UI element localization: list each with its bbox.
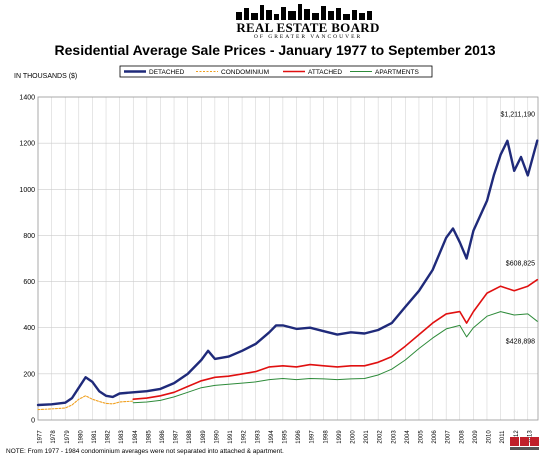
x-tick-label: 2010	[487, 430, 493, 444]
legend-label-condominium: CONDOMINIUM	[221, 69, 269, 76]
x-tick-label: 2012	[514, 430, 520, 444]
legend-label-detached: DETACHED	[149, 69, 185, 76]
series-line-detached	[36, 139, 539, 407]
x-tick-label: 1990	[214, 430, 220, 444]
x-tick-label: 2005	[419, 430, 425, 444]
footnote: NOTE: From 1977 - 1984 condominium avera…	[6, 448, 284, 455]
end-value-label: $608,825	[506, 261, 535, 268]
legend-frame	[119, 65, 433, 78]
chart-title: Residential Average Sale Prices - Januar…	[54, 42, 496, 58]
x-tick-label: 2007	[446, 430, 452, 444]
series-group	[36, 139, 539, 411]
x-tick-label: 2002	[378, 430, 384, 444]
board-logo	[236, 4, 372, 20]
axes: 0 200 400 600 800 1000 1200 1400 1977 1978 1979 198…	[19, 95, 539, 444]
y-tick-label: 600	[23, 279, 35, 286]
x-tick-label: 1992	[242, 430, 248, 444]
logo-subtitle: OF GREATER VANCOUVER	[253, 34, 363, 40]
y-axis-units-label: IN THOUSANDS ($)	[14, 73, 78, 80]
x-tick-label: 1996	[296, 430, 302, 444]
plot-frame	[37, 96, 539, 421]
x-tick-label: 2001	[364, 430, 370, 444]
series-line-attached	[132, 278, 539, 401]
x-tick-label: 1987	[174, 430, 180, 444]
x-tick-label: 2008	[459, 430, 465, 444]
x-tick-label: 1980	[78, 430, 84, 444]
annotations: $1,211,190 $608,825 $428,898	[500, 112, 535, 346]
logo-name: REAL ESTATE BOARD	[236, 20, 380, 35]
y-tick-label: 1400	[19, 95, 35, 102]
x-tick-label: 1984	[133, 430, 139, 444]
x-tick-label: 1983	[119, 430, 125, 444]
x-tick-label: 1986	[160, 430, 166, 444]
x-tick-label: 2006	[432, 430, 438, 444]
x-tick-label: 1989	[201, 430, 207, 444]
x-tick-label: 1979	[65, 430, 71, 444]
legend: DETACHED CONDOMINIUM ATTACHED APARTMENTS	[119, 65, 433, 78]
series-line-condominium	[37, 395, 134, 411]
y-tick-label: 1200	[19, 141, 35, 148]
x-tick-label: 2011	[500, 430, 506, 444]
y-tick-label: 0	[31, 418, 35, 425]
x-tick-label: 2013	[527, 430, 533, 444]
y-tick-label: 200	[23, 371, 35, 378]
x-tick-label: 2000	[351, 430, 357, 444]
x-tick-label: 1978	[51, 430, 57, 444]
x-tick-label: 1977	[38, 430, 44, 444]
legend-label-apartments: APARTMENTS	[375, 69, 419, 76]
series-line-apartments	[132, 311, 538, 404]
x-tick-label: 2009	[473, 430, 479, 444]
end-value-label: $1,211,190	[500, 112, 535, 119]
y-tick-label: 400	[23, 325, 35, 332]
x-tick-label: 1997	[310, 430, 316, 444]
x-tick-label: 1993	[255, 430, 261, 444]
y-tick-label: 800	[23, 233, 35, 240]
x-tick-label: 2004	[405, 430, 411, 444]
x-tick-label: 1991	[228, 430, 234, 444]
x-tick-label: 1995	[282, 430, 288, 444]
x-tick-label: 1999	[337, 430, 343, 444]
gridlines	[37, 96, 538, 421]
y-tick-label: 1000	[19, 187, 35, 194]
x-tick-label: 1985	[146, 430, 152, 444]
end-value-label: $428,898	[506, 338, 535, 345]
x-tick-label: 1981	[92, 430, 98, 444]
x-tick-label: 2003	[391, 430, 397, 444]
x-tick-label: 1982	[106, 430, 112, 444]
legend-label-attached: ATTACHED	[308, 69, 342, 76]
x-tick-label: 1998	[323, 430, 329, 444]
x-tick-label: 1988	[187, 430, 193, 444]
x-tick-label: 1994	[269, 430, 275, 444]
mls-logo	[510, 437, 539, 450]
